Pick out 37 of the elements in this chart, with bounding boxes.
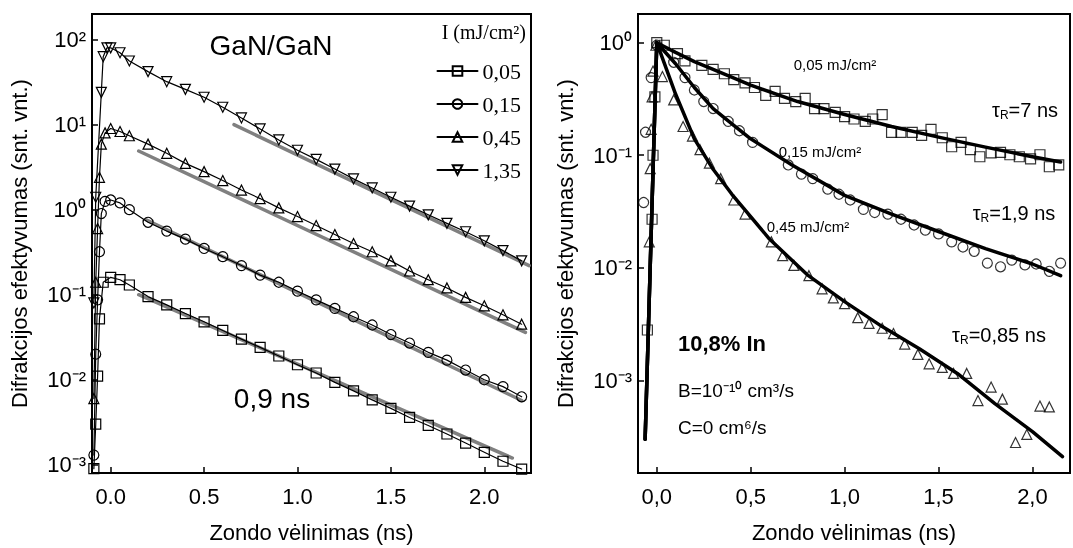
y-tick-label: 10² <box>54 27 86 53</box>
annotation: B=10⁻¹⁰ cm³/s <box>678 379 794 401</box>
y-tick-label: 10⁰ <box>599 30 632 56</box>
y-tick-label: 10⁻¹ <box>47 282 86 308</box>
x-tick-label: 1,0 <box>829 483 860 509</box>
y-tick-label: 10⁰ <box>53 197 86 223</box>
x-tick-label: 0.5 <box>188 483 220 509</box>
legend-label: 1,35 <box>482 157 521 183</box>
annotation: C=0 cm⁶/s <box>678 416 767 438</box>
legend-title: I (mJ/cm²) <box>441 21 527 44</box>
x-tick-label: 0,0 <box>641 483 673 509</box>
x-tick-label: 0,5 <box>735 483 766 509</box>
x-tick-label: 1.5 <box>375 483 407 509</box>
y-tick-label: 10⁻¹ <box>593 142 632 168</box>
legend-label: 0,15 <box>482 91 521 117</box>
y-axis-title: Difrakcijos efektyvumas (snt. vnt.) <box>552 79 578 408</box>
y-tick-label: 10⁻³ <box>47 452 86 478</box>
y-tick-label: 10⁻³ <box>593 367 632 393</box>
x-tick-label: 1,5 <box>923 483 954 509</box>
x-tick-label: 2.0 <box>469 483 500 509</box>
legend-label: 0,45 <box>482 124 521 150</box>
annotation: 0,9 ns <box>233 382 311 414</box>
annotation: 0,05 mJ/cm² <box>793 55 877 73</box>
annotation: 0,15 mJ/cm² <box>778 142 862 160</box>
annotation: GaN/GaN <box>209 29 333 61</box>
annotation: 0,45 mJ/cm² <box>766 217 850 235</box>
legend-label: 0,05 <box>482 58 521 84</box>
x-axis-title: Zondo vėlinimas (ns) <box>751 519 957 545</box>
annotation: 10,8% In <box>678 330 767 356</box>
x-axis-title: Zondo vėlinimas (ns) <box>209 519 414 545</box>
y-tick-label: 10⁻² <box>593 255 632 281</box>
x-tick-label: 0.0 <box>95 483 126 509</box>
y-tick-label: 10⁻² <box>47 367 86 393</box>
x-tick-label: 2,0 <box>1017 483 1048 509</box>
y-tick-label: 10¹ <box>54 112 86 138</box>
y-axis-title: Difrakcijos efektyvumas (snt. vnt.) <box>6 79 32 408</box>
x-tick-label: 1.0 <box>282 483 313 509</box>
